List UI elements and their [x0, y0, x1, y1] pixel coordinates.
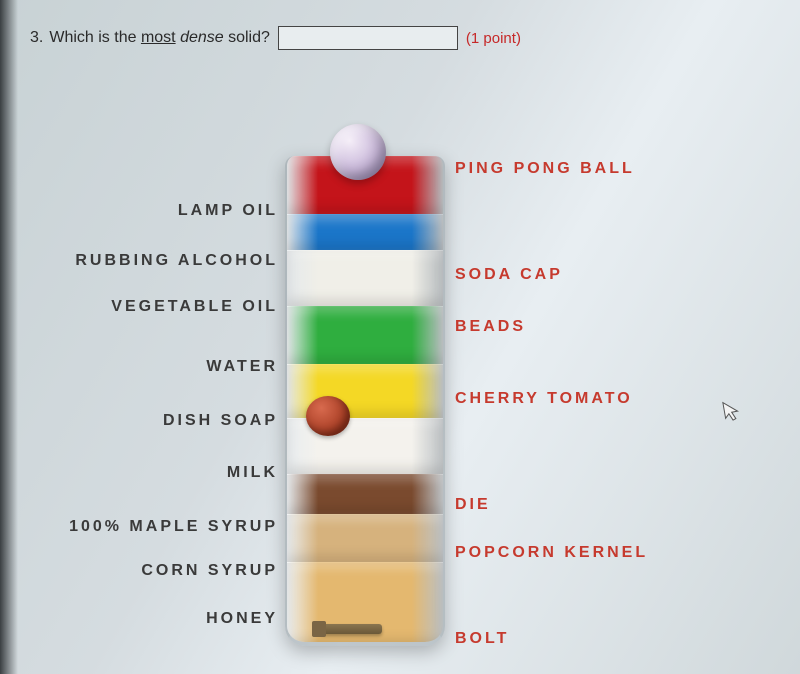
solid-label: PING PONG BALL: [455, 160, 635, 178]
question-number: 3.: [30, 29, 43, 47]
liquid-label: 100% MAPLE SYRUP: [69, 518, 278, 536]
layer-vegetable-oil: [287, 250, 443, 306]
answer-input[interactable]: [278, 26, 458, 50]
solid-label: SODA CAP: [455, 266, 563, 284]
cherry-tomato: [306, 396, 350, 436]
liquid-label: MILK: [227, 464, 278, 482]
solid-label: BEADS: [455, 318, 526, 336]
density-diagram: LAMP OIL RUBBING ALCOHOL VEGETABLE OIL WATE…: [0, 130, 800, 670]
solid-label: DIE: [455, 496, 491, 514]
liquid-label: VEGETABLE OIL: [111, 298, 278, 316]
density-cylinder: [285, 156, 445, 646]
liquid-label: RUBBING ALCOHOL: [75, 252, 278, 270]
liquid-label: DISH SOAP: [163, 412, 278, 430]
solid-label: POPCORN KERNEL: [455, 544, 648, 562]
liquid-label: LAMP OIL: [178, 202, 278, 220]
question-text: Which is the most dense solid?: [49, 29, 270, 47]
liquid-label: WATER: [206, 358, 278, 376]
bolt-object: [320, 624, 382, 634]
question-row: 3. Which is the most dense solid? (1 poi…: [30, 26, 521, 50]
layer-100-maple-syrup: [287, 474, 443, 514]
liquid-label: CORN SYRUP: [141, 562, 278, 580]
layer-corn-syrup: [287, 514, 443, 562]
layer-rubbing-alcohol: [287, 214, 443, 250]
points-label: (1 point): [466, 30, 521, 47]
solid-label: BOLT: [455, 630, 509, 648]
liquid-label: HONEY: [206, 610, 278, 628]
ping-pong-ball: [330, 124, 386, 180]
solid-label: CHERRY TOMATO: [455, 390, 633, 408]
layer-water: [287, 306, 443, 364]
